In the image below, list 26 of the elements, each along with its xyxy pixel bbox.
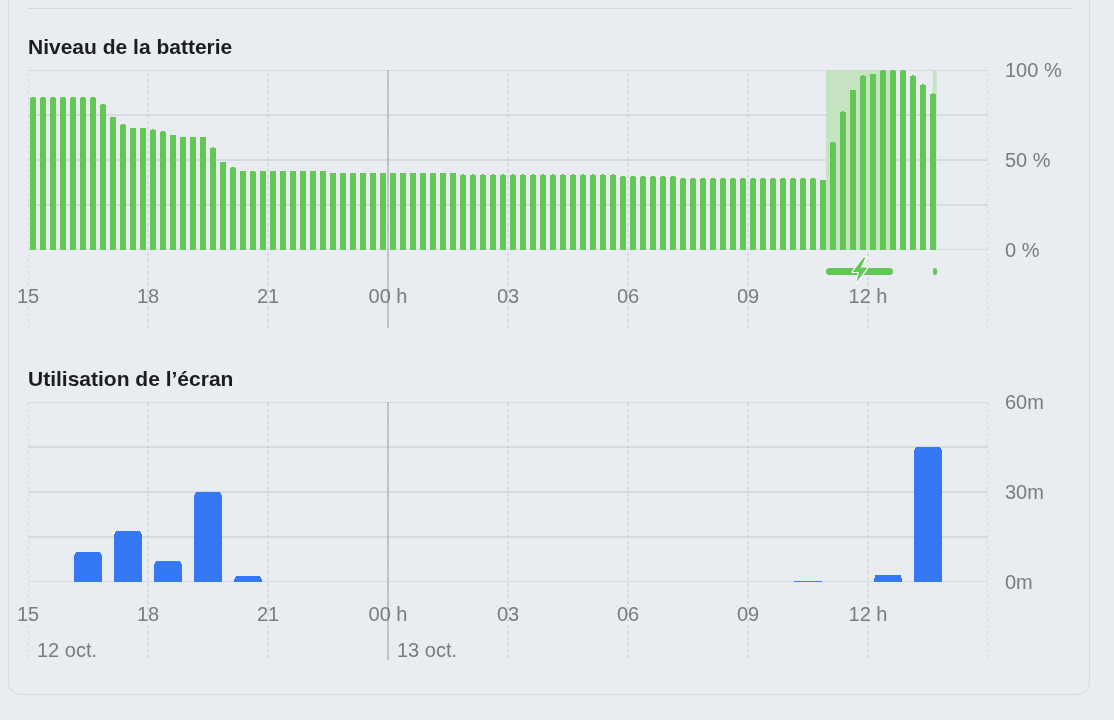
x-tick-label: 21 [256,285,280,307]
x-tick-label: 06 [616,285,640,307]
text: 12 oct. [37,639,98,661]
chart-title: Niveau de la batterie [28,35,233,59]
y-tick-label: 50 % [1005,149,1051,171]
x-tick-label: 03 [496,285,520,307]
x-tick-label: 06 [616,603,640,625]
x-tick-label: 00 h [368,603,408,625]
x-tick-label: 15 [16,603,40,625]
ref-line-label: 13 oct. [397,639,458,661]
x-tick-label: 21 [256,603,280,625]
y-tick-label: 30m [1005,481,1044,503]
x-tick-label: 03 [496,603,520,625]
x-tick-label: 15 [16,285,40,307]
x-tick-label: 09 [736,603,760,625]
y-tick-label: 100 % [1005,59,1062,81]
y-tick-label: 0 % [1005,239,1040,261]
x-tick-label: 00 h [368,285,408,307]
y-tick-label: 0m [1005,571,1033,593]
x-tick-label: 12 h [848,603,888,625]
x-tick-label: 09 [736,285,760,307]
chart-title: Utilisation de l’écran [28,367,234,391]
x-tick-label: 12 h [848,285,888,307]
x-tick-label: 18 [136,285,160,307]
y-tick-label: 60m [1005,391,1044,413]
x-tick-label: 18 [136,603,160,625]
